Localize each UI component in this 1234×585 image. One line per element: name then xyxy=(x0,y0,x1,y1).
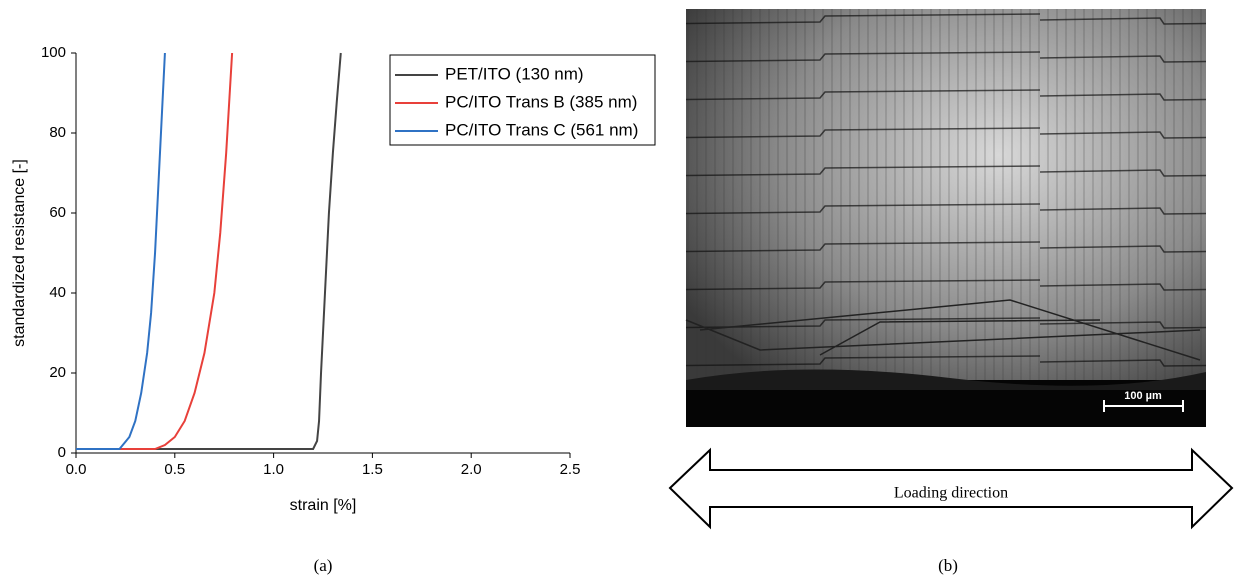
panel-label: (a) xyxy=(314,556,333,575)
legend-label: PC/ITO Trans B (385 nm) xyxy=(445,92,637,111)
x-tick-label: 1.5 xyxy=(362,461,383,478)
x-tick-label: 0.0 xyxy=(66,461,87,478)
x-tick-label: 0.5 xyxy=(164,461,185,478)
x-tick-label: 1.0 xyxy=(263,461,284,478)
arrow-label: Loading direction xyxy=(894,485,1008,502)
x-tick-label: 2.0 xyxy=(461,461,482,478)
y-tick-label: 100 xyxy=(41,44,66,61)
y-tick-label: 60 xyxy=(49,204,66,221)
scale-bar-label: 100 µm xyxy=(1124,390,1162,402)
series-line xyxy=(76,52,234,450)
series-line xyxy=(76,52,342,450)
x-axis-label: strain [%] xyxy=(290,497,357,514)
series-line xyxy=(76,52,166,450)
y-tick-label: 0 xyxy=(58,444,66,461)
y-tick-label: 40 xyxy=(49,284,66,301)
loading-arrow xyxy=(668,447,1234,530)
legend-label: PET/ITO (130 nm) xyxy=(445,64,584,83)
y-tick-label: 80 xyxy=(49,124,66,141)
x-tick-label: 2.5 xyxy=(560,461,581,478)
plot: 0.0 0.5 1.0 1.5 2.0 2.5 0 20 40 60 80 100 PET/ITO (1… xyxy=(41,44,656,478)
y-tick-label: 20 xyxy=(49,364,66,381)
y-axis-label: standardized resistance [-] xyxy=(11,159,28,347)
panel-label: (b) xyxy=(938,556,958,575)
micrograph: 100 µm xyxy=(685,9,1206,427)
legend-label: PC/ITO Trans C (561 nm) xyxy=(445,120,638,139)
